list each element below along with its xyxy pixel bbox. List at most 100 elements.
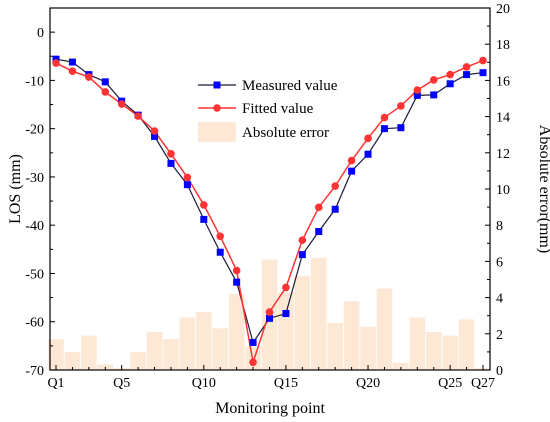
measured-point: [331, 205, 339, 213]
y-tick-label: 0: [37, 26, 44, 41]
measured-point: [101, 78, 109, 86]
error-bar: [393, 362, 409, 370]
measured-point: [315, 227, 323, 235]
error-bar: [130, 351, 146, 370]
measured-point: [397, 124, 405, 132]
fitted-point: [150, 127, 159, 135]
y2-tick-label: 20: [496, 2, 510, 17]
y-tick-label: -60: [25, 316, 44, 331]
y2-tick-label: 2: [496, 328, 503, 343]
y2-tick-label: 0: [496, 364, 503, 379]
y2-tick-label: 16: [496, 74, 510, 89]
measured-point: [249, 338, 257, 346]
fitted-point: [183, 173, 192, 182]
error-bar: [278, 292, 294, 370]
error-bar: [458, 319, 475, 370]
y2-tick-label: 18: [496, 38, 510, 53]
y2-tick-label: 4: [496, 292, 503, 307]
fitted-point: [429, 76, 438, 84]
error-bar: [48, 339, 64, 370]
measured-point: [463, 71, 471, 79]
y2-tick-label: 6: [496, 255, 503, 270]
error-bar: [327, 322, 343, 370]
measured-point: [446, 80, 454, 88]
measured-point: [348, 167, 356, 175]
fitted-point: [331, 182, 339, 190]
fitted-point: [479, 56, 487, 65]
error-bar: [343, 301, 360, 370]
y2-tick-label: 10: [496, 183, 510, 198]
x-tick-label: Q1: [47, 376, 64, 391]
measured-point: [68, 58, 76, 66]
y2-tick-label: 14: [496, 111, 510, 126]
error-bar: [146, 331, 163, 370]
y-tick-label: -20: [25, 123, 44, 138]
measured-point: [430, 91, 438, 99]
fitted-point: [446, 70, 454, 79]
x-axis-title: Monitoring point: [215, 400, 325, 417]
legend-error-swatch: [198, 122, 236, 142]
y2-tick-label: 8: [496, 219, 503, 234]
fitted-point: [380, 113, 389, 122]
measured-point: [413, 91, 421, 99]
error-bar: [294, 275, 311, 370]
measured-point: [266, 314, 273, 322]
fitted-point: [216, 232, 225, 241]
error-bar: [409, 317, 426, 370]
y2-tick-label: 12: [496, 147, 510, 162]
fitted-point: [298, 236, 307, 244]
fitted-point: [167, 149, 175, 158]
fitted-point: [462, 63, 471, 71]
x-tick-label: Q15: [274, 376, 298, 391]
fitted-point: [85, 73, 93, 81]
fitted-point: [364, 134, 372, 143]
y-tick-label: -30: [25, 171, 44, 186]
fitted-point: [117, 100, 126, 108]
fitted-point: [397, 102, 405, 110]
measured-point: [380, 125, 388, 133]
error-bar: [228, 293, 245, 370]
measured-point: [282, 310, 290, 318]
measured-point: [151, 132, 159, 140]
fitted-point: [249, 358, 257, 367]
error-bar: [179, 317, 196, 370]
error-bar: [376, 288, 393, 370]
x-tick-label: Q5: [113, 376, 130, 391]
fitted-point: [68, 67, 77, 76]
fitted-point: [134, 112, 142, 120]
y-tick-label: -40: [25, 219, 44, 234]
x-tick-label: Q25: [438, 376, 462, 391]
fitted-point: [200, 201, 208, 209]
measured-point: [233, 278, 241, 286]
error-bar: [310, 257, 327, 370]
legend-measured-label: Measured value: [242, 78, 338, 94]
fitted-point: [265, 308, 274, 316]
fitted-point: [52, 59, 60, 67]
fitted-point: [232, 266, 241, 275]
legend-measured-marker: [213, 81, 221, 89]
measured-point: [479, 69, 487, 77]
y2-axis-title: Absolute error(mm): [536, 125, 550, 253]
fitted-point: [413, 86, 422, 94]
error-bar: [163, 339, 179, 370]
error-bar: [212, 328, 229, 370]
measured-point: [183, 181, 191, 189]
error-bar: [196, 312, 212, 370]
legend-fitted-marker: [213, 104, 221, 112]
measured-point: [200, 215, 208, 223]
fitted-point: [314, 203, 323, 212]
x-tick-label: Q20: [356, 376, 380, 391]
legend-fitted-label: Fitted value: [242, 101, 314, 117]
error-bar: [64, 351, 81, 370]
measured-point: [52, 55, 60, 63]
error-bar: [425, 331, 442, 370]
measured-point: [216, 248, 224, 256]
x-tick-label: Q27: [471, 376, 495, 391]
error-bar: [360, 326, 376, 370]
legend-error-label: Absolute error: [242, 125, 329, 141]
error-bar: [442, 335, 458, 370]
fitted-point: [282, 283, 290, 292]
fitted-point: [347, 156, 356, 165]
